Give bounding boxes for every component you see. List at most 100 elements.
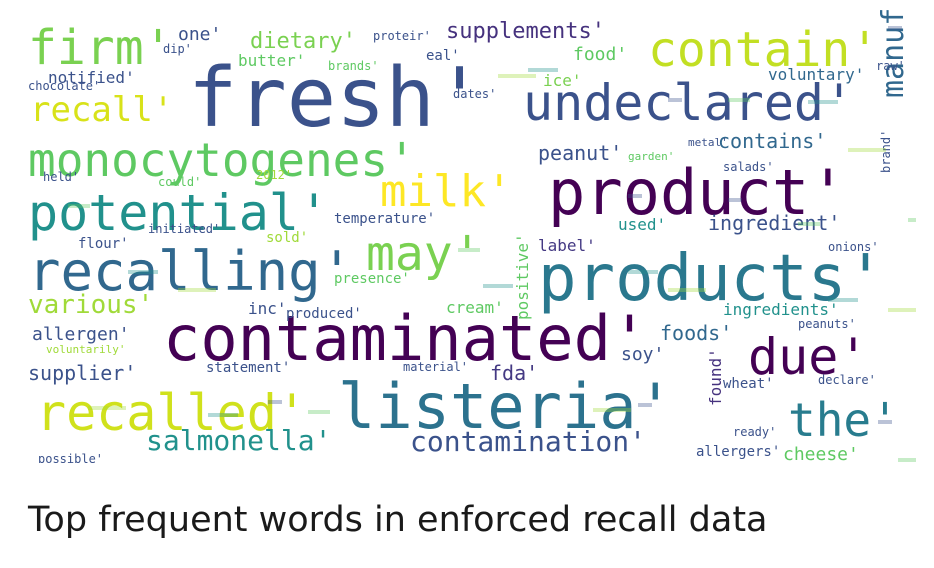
word-allergers: allergers' <box>696 444 780 460</box>
word-milk: milk' <box>380 166 512 217</box>
word-used: used' <box>618 215 666 234</box>
word-monocytogenes: monocytogenes' <box>28 133 416 187</box>
word-due: due' <box>748 328 868 386</box>
word-eal: eal' <box>426 48 460 64</box>
word-recall: recall' <box>30 90 173 130</box>
word-potential: potential' <box>28 184 329 242</box>
word-may: may' <box>366 226 482 282</box>
word-presence: presence' <box>334 271 410 287</box>
word-cloud: fresh' products' listeria' product' contamin… <box>28 8 916 463</box>
word-raw: raw' <box>876 59 905 73</box>
word-held: held' <box>43 170 79 184</box>
tiny-word-mark <box>128 270 158 274</box>
word-dietary: dietary' <box>250 29 356 54</box>
word-material: material' <box>403 360 468 374</box>
word-initiated: initiated' <box>148 222 220 236</box>
word-voluntarily: voluntarily' <box>46 343 125 356</box>
tiny-word-mark <box>728 198 742 202</box>
tiny-word-mark <box>208 413 238 417</box>
word-allergen: allergen' <box>32 324 130 345</box>
figure-caption: Top frequent words in enforced recall da… <box>28 500 768 540</box>
word-salmonella: salmonella' <box>146 424 331 457</box>
word-peanuts: peanuts' <box>798 317 856 331</box>
word-salads: salads' <box>723 160 774 174</box>
tiny-word-mark <box>888 26 902 30</box>
word-product: product' <box>548 156 847 229</box>
word-ingredients: ingredients' <box>723 300 839 319</box>
word-contaminated: contaminated' <box>163 302 648 375</box>
tiny-word-mark <box>268 400 282 404</box>
tiny-word-mark <box>68 204 90 208</box>
word-fda: fda' <box>490 361 538 385</box>
word-label: label' <box>538 236 596 255</box>
tiny-word-mark <box>628 270 658 274</box>
word-listeria: listeria' <box>338 370 674 443</box>
tiny-word-mark <box>593 408 631 412</box>
word-inc: inc' <box>248 299 287 318</box>
word-manufactured: manufactured' <box>876 8 911 98</box>
word-statement: statement' <box>206 360 290 376</box>
word-cream: cream' <box>446 298 504 317</box>
word-fresh: fresh' <box>188 51 484 146</box>
word-sold: sold' <box>266 230 308 246</box>
word-contains: contains' <box>718 129 826 153</box>
word-food: food' <box>573 44 627 65</box>
tiny-word-mark <box>668 98 682 102</box>
tiny-word-mark <box>878 420 892 424</box>
word-chocolate: chocolate' <box>28 79 100 93</box>
word-possible: possible' <box>38 452 103 463</box>
tiny-word-mark <box>798 222 820 226</box>
word-foods: foods' <box>660 321 732 345</box>
word-declare: declare' <box>818 373 876 387</box>
tiny-word-mark <box>308 410 330 414</box>
word-2012: 2012' <box>256 168 292 182</box>
word-one: one' <box>178 24 221 45</box>
word-dates: dates' <box>453 87 496 101</box>
word-brands: brands' <box>328 59 379 73</box>
tiny-word-mark <box>898 458 916 462</box>
word-onions: onions' <box>828 240 879 254</box>
word-ready: ready' <box>733 425 776 439</box>
word-soy: soy' <box>621 344 664 365</box>
tiny-word-mark <box>88 406 126 410</box>
word-brand: brand' <box>879 130 893 173</box>
tiny-word-mark <box>528 68 558 72</box>
word-contamination: contamination' <box>410 425 646 458</box>
word-metal: metal' <box>688 136 728 149</box>
word-peanut: peanut' <box>538 141 622 165</box>
tiny-word-mark <box>628 194 642 198</box>
word-garden: garden' <box>628 150 674 163</box>
tiny-word-mark <box>828 298 858 302</box>
word-found: found' <box>706 348 725 406</box>
word-wheat: wheat' <box>723 376 774 392</box>
tiny-word-mark <box>458 248 480 252</box>
word-flour: flour' <box>78 236 129 252</box>
tiny-word-mark <box>668 288 706 292</box>
word-the: the' <box>788 393 899 447</box>
word-supplier: supplier' <box>28 361 136 385</box>
word-temperature: temperature' <box>334 211 435 227</box>
word-proteir: proteir' <box>373 29 431 43</box>
word-cheese: cheese' <box>783 444 859 463</box>
word-firm: firm' <box>28 20 173 76</box>
tiny-word-mark <box>728 98 750 102</box>
word-voluntary: voluntary' <box>768 65 864 84</box>
word-contain: contain' <box>648 22 879 78</box>
word-undeclared: undeclared' <box>523 74 854 132</box>
tiny-word-mark <box>808 100 838 104</box>
word-cloud-canvas: fresh' products' listeria' product' contamin… <box>28 8 916 463</box>
word-ice: ice' <box>543 71 582 90</box>
tiny-word-mark <box>178 288 216 292</box>
tiny-word-mark <box>483 284 513 288</box>
word-recalling: recalling' <box>28 240 353 303</box>
tiny-word-mark <box>638 403 652 407</box>
tiny-word-mark <box>848 148 886 152</box>
word-positive: positive' <box>513 233 532 320</box>
word-recalled: recalled' <box>36 384 307 442</box>
tiny-word-mark <box>498 74 536 78</box>
tiny-word-mark <box>908 218 916 222</box>
word-produced: produced' <box>286 306 362 322</box>
word-supplements: supplements' <box>446 19 605 44</box>
word-could: could' <box>158 175 201 189</box>
word-ingredient: ingredient' <box>708 211 840 235</box>
